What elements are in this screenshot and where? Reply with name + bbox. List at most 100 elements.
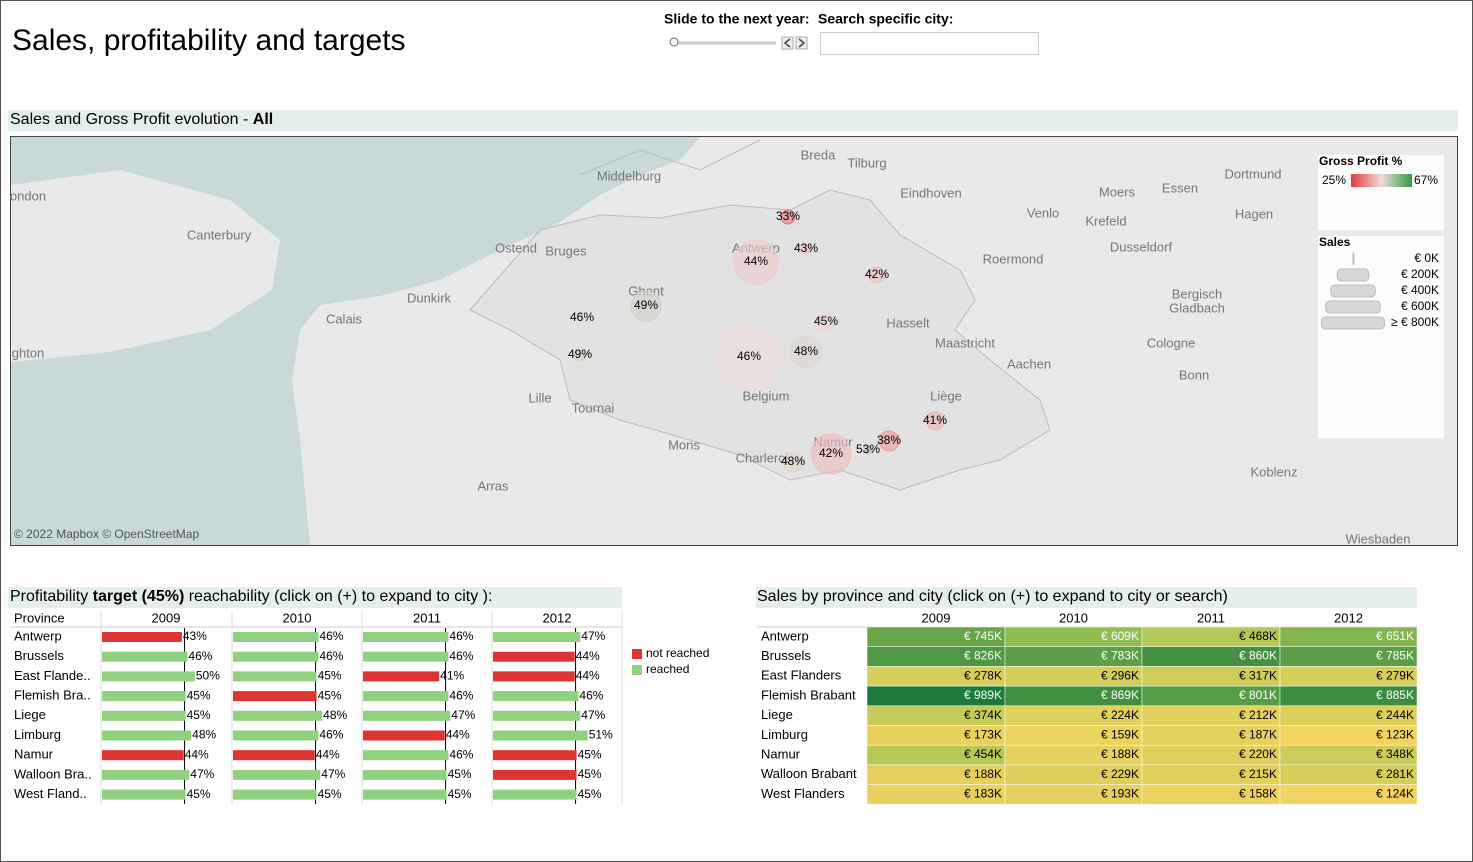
column-header: 2012 xyxy=(543,610,572,625)
bubble-label: 48% xyxy=(781,454,805,468)
bubble-label: 41% xyxy=(923,413,947,427)
province-name: Walloon Bra.. xyxy=(14,766,92,781)
map-place: Cologne xyxy=(1147,335,1195,350)
sales-label: € 220K xyxy=(1239,747,1277,761)
sales-bubble xyxy=(630,290,662,322)
gp-legend-title: Gross Profit % xyxy=(1319,154,1403,168)
profit-label: 46% xyxy=(319,629,343,643)
profit-label: 45% xyxy=(318,669,342,683)
slider-handle[interactable] xyxy=(669,37,679,47)
sales-label: € 244K xyxy=(1376,708,1414,722)
sales-legend-label: € 200K xyxy=(1401,267,1439,281)
province-name: Namur xyxy=(14,747,54,762)
profit-label: 47% xyxy=(581,708,605,722)
province-name: Antwerp xyxy=(761,628,809,643)
sales-label: € 745K xyxy=(964,629,1002,643)
profit-bar xyxy=(363,769,447,780)
profit-label: 46% xyxy=(319,649,343,663)
gp-max-label: 67% xyxy=(1414,173,1438,187)
province-name: Brussels xyxy=(14,648,64,663)
profit-bar xyxy=(363,671,440,682)
map-place: Bruges xyxy=(545,243,587,258)
map-place: Dortmund xyxy=(1224,166,1281,181)
profit-label: 45% xyxy=(448,767,472,781)
sales-bubble xyxy=(800,243,812,255)
profit-bar xyxy=(102,789,186,800)
province-name: West Fland.. xyxy=(14,786,87,801)
sales-bubble xyxy=(782,451,804,473)
province-name: Flemish Brabant xyxy=(761,687,856,702)
legend-swatch xyxy=(632,649,642,659)
profit-bar xyxy=(493,691,579,702)
sales-label: € 183K xyxy=(964,787,1002,801)
map-place: Gladbach xyxy=(1169,300,1225,315)
sales-bubble xyxy=(810,433,852,475)
sales-legend-shape xyxy=(1325,300,1381,314)
profit-label: 46% xyxy=(449,649,473,663)
profit-bar xyxy=(363,789,447,800)
province-name: Liege xyxy=(761,707,793,722)
sales-legend-label: € 400K xyxy=(1401,283,1439,297)
profit-label: 46% xyxy=(188,649,212,663)
profit-label: 45% xyxy=(578,747,602,761)
sales-bubble xyxy=(780,209,796,225)
profit-label: 46% xyxy=(449,747,473,761)
map-place: Tilburg xyxy=(847,155,886,170)
province-name: Antwerp xyxy=(14,628,62,643)
map-place: Breda xyxy=(801,147,836,162)
profit-bar xyxy=(102,710,186,721)
sales-label: € 860K xyxy=(1239,649,1277,663)
sales-label: € 123K xyxy=(1376,728,1414,742)
legend-label: not reached xyxy=(646,646,709,660)
slider-label: Slide to the next year: xyxy=(664,11,809,27)
map-place: Canterbury xyxy=(187,227,252,242)
sales-bubble xyxy=(863,445,873,455)
bubble-label: 46% xyxy=(737,349,761,363)
sales-label: € 454K xyxy=(964,747,1002,761)
profit-label: 46% xyxy=(319,728,343,742)
search-box[interactable] xyxy=(820,32,1039,55)
profit-bar xyxy=(363,691,449,702)
sales-label: € 785K xyxy=(1376,649,1414,663)
prev-button[interactable] xyxy=(781,36,794,50)
column-header: 2012 xyxy=(1334,610,1363,625)
sales-bubble xyxy=(716,324,782,390)
map-place: Middelburg xyxy=(597,168,661,183)
profit-label: 45% xyxy=(448,787,472,801)
next-button[interactable] xyxy=(795,36,808,50)
bubble-label: 38% xyxy=(877,433,901,447)
next-icon xyxy=(798,38,806,48)
profit-header-bg xyxy=(8,587,622,608)
sales-label: € 188K xyxy=(1101,747,1139,761)
profit-label: 45% xyxy=(318,787,342,801)
profit-bar xyxy=(493,769,577,780)
legend-swatch xyxy=(632,665,642,675)
profit-label: 47% xyxy=(190,767,214,781)
profit-bar xyxy=(363,750,449,761)
province-name: Namur xyxy=(761,746,801,761)
sales-label: € 187K xyxy=(1239,728,1277,742)
map-place: Mons xyxy=(668,437,700,452)
map-place: Lille xyxy=(528,390,551,405)
profit-bar xyxy=(233,769,321,780)
profit-bar xyxy=(363,710,451,721)
bubble-label: 48% xyxy=(794,344,818,358)
profit-bar xyxy=(493,671,575,682)
map: © 2022 Mapbox © OpenStreetMap Breda Tilbu… xyxy=(10,136,1458,546)
map-header-text: Sales and Gross Profit evolution - xyxy=(10,111,253,128)
profit-header: Profitability target (45%) reachability … xyxy=(10,588,492,605)
profit-label: 46% xyxy=(579,688,603,702)
sales-label: € 651K xyxy=(1376,629,1414,643)
sales-label: € 348K xyxy=(1376,747,1414,761)
profit-bar xyxy=(102,632,182,642)
map-place: Krefeld xyxy=(1085,213,1126,228)
profit-bar xyxy=(493,710,581,721)
map-header: Sales and Gross Profit evolution - All xyxy=(10,111,273,128)
bubble-label: 42% xyxy=(819,446,843,460)
map-england xyxy=(11,170,280,362)
profit-bar xyxy=(233,632,319,642)
legend-gp-panel xyxy=(1318,155,1444,230)
province-name: East Flanders xyxy=(761,668,842,683)
profit-label: 46% xyxy=(449,688,473,702)
map-place: ghton xyxy=(12,345,45,360)
